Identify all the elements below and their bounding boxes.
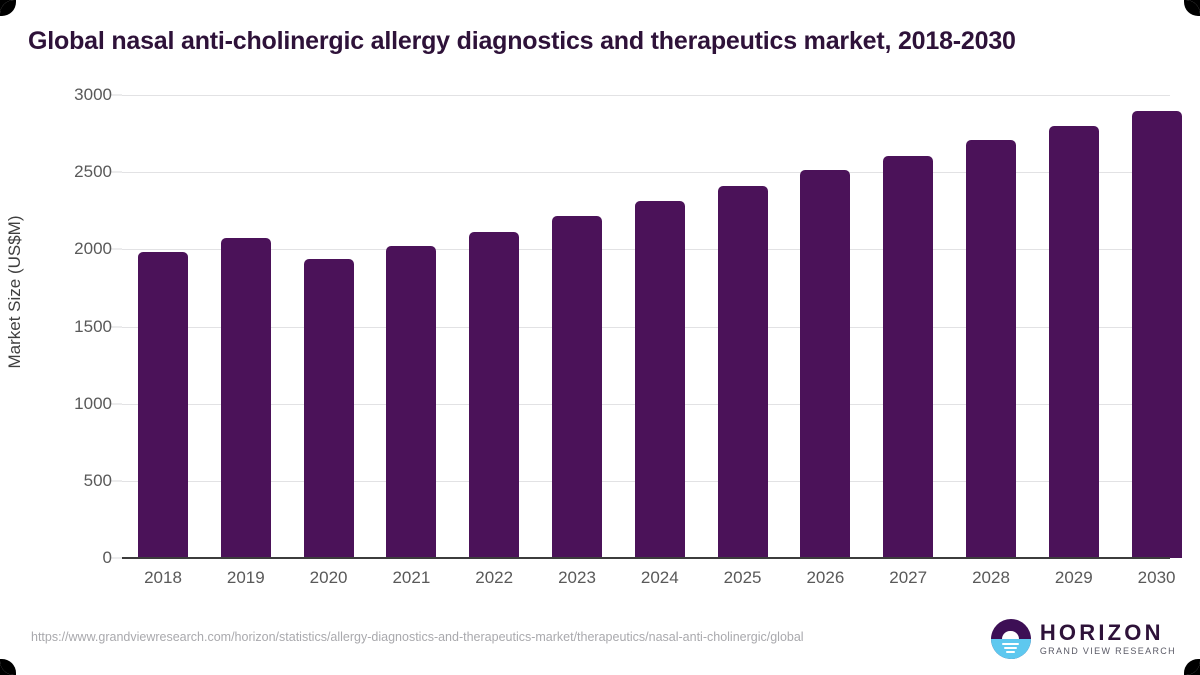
y-tick-label: 3000 — [74, 85, 112, 104]
x-tick-label: 2024 — [640, 568, 679, 587]
bar[interactable] — [966, 139, 1016, 558]
y-axis-label: Market Size (US$M) — [5, 215, 24, 369]
logo-subtitle: GRAND VIEW RESEARCH — [1039, 646, 1176, 656]
horizon-logo: HORIZON GRAND VIEW RESEARCH — [990, 616, 1176, 662]
bar[interactable] — [138, 251, 188, 558]
x-tick-label: 2027 — [889, 568, 928, 587]
bar[interactable] — [1048, 125, 1099, 558]
chart-title: Global nasal anti-cholinergic allergy di… — [28, 27, 1016, 55]
bar[interactable] — [552, 215, 602, 558]
bar[interactable] — [220, 238, 271, 558]
corner-mask-bottom-right — [1184, 659, 1200, 675]
y-tick-mark — [110, 403, 122, 405]
x-tick-label: 2028 — [972, 568, 1010, 587]
gridline — [122, 172, 1170, 174]
x-tick-label: 2021 — [392, 568, 431, 587]
y-tick-label: 1000 — [74, 393, 112, 413]
y-tick-mark — [110, 557, 122, 559]
y-tick-label: 2000 — [74, 239, 112, 259]
x-tick-label: 2018 — [144, 568, 182, 587]
bar[interactable] — [800, 170, 851, 558]
bar[interactable] — [303, 259, 354, 558]
bar[interactable] — [469, 232, 520, 558]
y-tick-label: 0 — [102, 548, 112, 567]
corner-mask-top-right — [1184, 0, 1200, 16]
x-tick-label: 2029 — [1054, 568, 1093, 587]
x-tick-label: 2026 — [806, 568, 845, 587]
x-axis-line — [122, 557, 1170, 559]
x-tick-label: 2025 — [723, 568, 762, 587]
y-tick-label: 500 — [83, 470, 112, 490]
y-tick-mark — [110, 326, 122, 327]
y-tick-label: 2500 — [74, 162, 112, 182]
x-tick-label: 2023 — [558, 568, 596, 587]
y-tick-mark — [110, 248, 122, 250]
x-tick-label: 2022 — [475, 568, 514, 587]
bar-series — [122, 95, 1182, 558]
corner-mask-top-left — [0, 0, 16, 16]
bar[interactable] — [717, 185, 768, 558]
logo-title: HORIZON — [1039, 620, 1164, 645]
y-tick-mark — [110, 94, 122, 96]
source-url[interactable]: https://www.grandviewresearch.com/horizo… — [31, 630, 804, 644]
gridline — [122, 95, 1170, 96]
x-tick-label: 2020 — [309, 568, 348, 587]
bar[interactable] — [386, 245, 437, 558]
x-tick-label: 2030 — [1137, 568, 1176, 587]
x-tick-label: 2019 — [226, 568, 265, 587]
corner-mask-bottom-left — [0, 659, 16, 675]
y-tick-mark — [110, 171, 122, 173]
bar[interactable] — [883, 155, 934, 558]
logo-text: HORIZON GRAND VIEW RESEARCH — [1040, 621, 1176, 657]
bar[interactable] — [634, 200, 685, 558]
bar[interactable] — [1131, 110, 1182, 558]
y-tick-mark — [110, 480, 122, 482]
y-tick-label: 1500 — [74, 316, 112, 336]
plot-area — [122, 95, 1182, 558]
horizon-sunrise-icon — [990, 619, 1031, 659]
